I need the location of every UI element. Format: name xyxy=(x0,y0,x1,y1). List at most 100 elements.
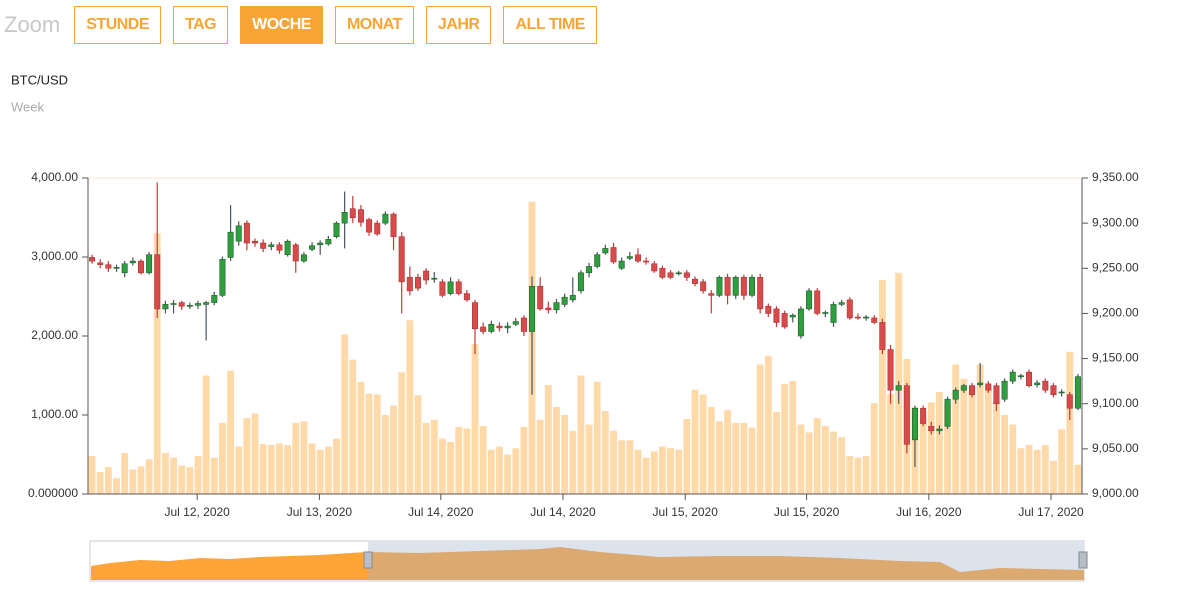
y-tick-label: 2,000.00 xyxy=(31,328,78,342)
volume-bar xyxy=(267,445,275,494)
volume-bar xyxy=(626,440,634,494)
candle-body xyxy=(162,304,169,310)
navigator-selection xyxy=(368,541,1084,581)
candle-body xyxy=(700,281,707,292)
volume-bar xyxy=(398,372,406,494)
candle-body xyxy=(382,213,389,224)
candle-body xyxy=(309,245,316,250)
candle-body xyxy=(985,383,992,391)
volume-bar xyxy=(862,456,870,494)
zoom-button[interactable]: WOCHE xyxy=(240,6,323,44)
candle-body xyxy=(545,307,552,311)
candle-body xyxy=(325,239,332,245)
x-tick-label: Jul 15, 2020 xyxy=(653,505,719,519)
candle-body xyxy=(374,222,381,235)
volume-bar xyxy=(227,370,235,494)
volume-bar xyxy=(716,421,723,494)
volume-bar xyxy=(1050,460,1057,494)
candle-body xyxy=(398,236,405,283)
candle-body xyxy=(1058,391,1065,394)
volume-bar xyxy=(634,449,642,494)
candle-body xyxy=(846,299,853,319)
candle-body xyxy=(154,254,161,310)
candle-body xyxy=(993,385,1000,405)
volume-bar xyxy=(276,443,283,494)
volume-bar xyxy=(854,457,862,494)
volume-bar xyxy=(235,446,243,494)
volume-bar xyxy=(952,364,960,494)
zoom-button[interactable]: TAG xyxy=(173,6,229,44)
volume-bar xyxy=(846,456,854,494)
zoom-label: Zoom xyxy=(4,12,61,37)
volume-bar xyxy=(1025,445,1033,494)
volume-bar xyxy=(968,387,976,494)
candle-body xyxy=(129,260,136,264)
volume-bar xyxy=(650,451,658,494)
volume-bar xyxy=(447,441,454,494)
candle-body xyxy=(594,254,601,267)
zoom-button[interactable]: ALL TIME xyxy=(503,6,597,44)
volume-bar xyxy=(601,411,609,494)
candle-body xyxy=(643,260,650,263)
volume-bar xyxy=(463,428,471,494)
candle-body xyxy=(463,293,470,301)
volume-bar xyxy=(887,393,894,494)
candle-body xyxy=(1066,394,1073,409)
candle-body xyxy=(602,248,609,254)
candle-body xyxy=(529,286,536,332)
candle-body xyxy=(121,263,128,274)
volume-bar xyxy=(870,403,878,494)
y2-tick-label: 9,000.00 xyxy=(1092,486,1139,500)
candle-body xyxy=(211,295,218,303)
candle-body xyxy=(895,385,902,391)
candle-body xyxy=(1026,371,1033,386)
candle-body xyxy=(252,240,259,244)
volume-bar xyxy=(512,448,520,494)
volume-bar xyxy=(341,334,349,494)
candle-body xyxy=(854,316,861,319)
volume-bar xyxy=(365,393,373,494)
candle-body xyxy=(732,277,739,296)
zoom-button[interactable]: JAHR xyxy=(425,6,492,44)
candle-body xyxy=(97,262,104,265)
volume-bar xyxy=(911,407,919,494)
volume-bar xyxy=(748,427,756,494)
candle-body xyxy=(317,242,324,246)
candle-body xyxy=(977,382,984,386)
volume-bar xyxy=(544,384,552,494)
zoom-button[interactable]: MONAT xyxy=(334,6,414,44)
volume-bar xyxy=(1033,449,1041,494)
candle-body xyxy=(903,385,910,445)
navigator-handle xyxy=(1078,551,1088,569)
volume-bar xyxy=(1074,464,1082,494)
volume-bar xyxy=(202,375,210,494)
candle-body xyxy=(431,277,438,280)
candle-body xyxy=(260,242,267,249)
candle-body xyxy=(838,302,845,305)
volume-bar xyxy=(324,446,332,494)
volume-bar xyxy=(145,459,153,494)
candle-body xyxy=(561,296,568,305)
x-tick-label: Jul 16, 2020 xyxy=(896,505,962,519)
zoom-button[interactable]: STUNDE xyxy=(74,6,162,44)
volume-bar xyxy=(773,411,780,494)
volume-bar xyxy=(357,381,365,494)
candle-body xyxy=(357,209,364,223)
volume-bar xyxy=(406,320,414,494)
candle-body xyxy=(480,326,487,332)
volume-bar xyxy=(724,410,732,494)
candle-body xyxy=(863,316,870,319)
candle-body xyxy=(675,272,682,275)
candle-body xyxy=(178,302,185,307)
volume-bar xyxy=(683,418,691,494)
candle-body xyxy=(708,293,715,296)
volume-bar xyxy=(471,343,479,494)
candle-body xyxy=(773,308,780,323)
candle-body xyxy=(806,290,813,310)
y2-tick-label: 9,100.00 xyxy=(1092,396,1139,410)
x-tick-label: Jul 17, 2020 xyxy=(1018,505,1084,519)
candle-body xyxy=(186,305,193,307)
volume-bar xyxy=(113,478,120,494)
candle-body xyxy=(879,322,886,350)
candle-body xyxy=(366,219,373,233)
